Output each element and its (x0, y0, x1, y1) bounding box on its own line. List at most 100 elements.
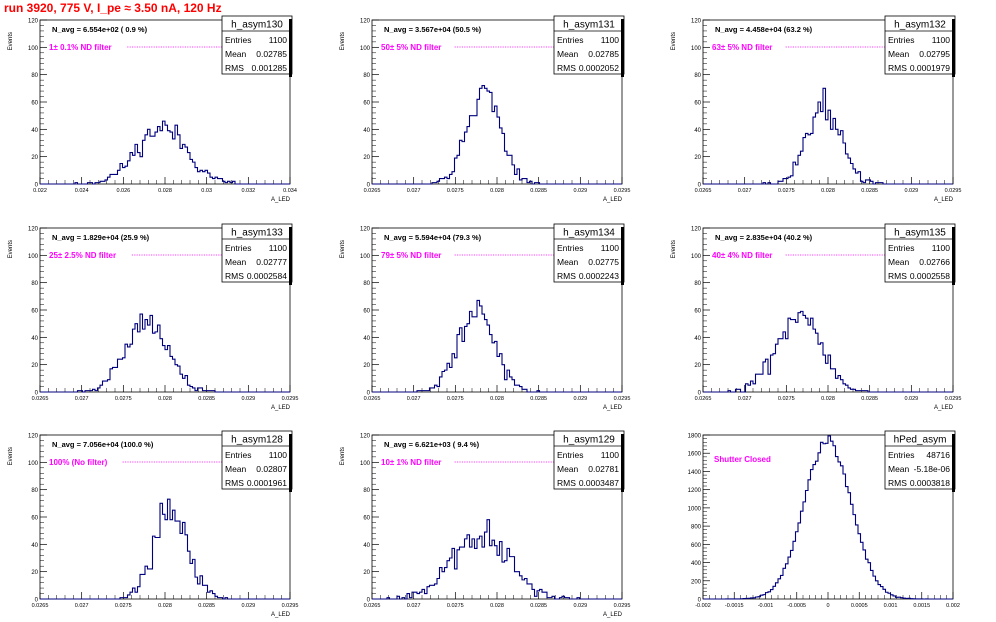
stats-mean-value: 0.02807 (256, 464, 287, 474)
stats-box: h_asym129 Entries 1100 Mean 0.02781 RMS 0.0003… (553, 430, 625, 492)
histogram-frame: 0 20 40 60 80 100 120 0.0265 0.027 0.0275 0.028 0.0… (340, 15, 630, 203)
x-tick-label: 0.027 (738, 188, 752, 194)
y-tick-label: 40 (363, 128, 370, 134)
filter-label: 1± 0.1% ND filter (49, 43, 112, 52)
y-tick-label: 60 (31, 309, 38, 315)
x-tick-label: 0.027 (407, 396, 421, 402)
filter-label: 50± 5% ND filter (381, 43, 441, 52)
y-tick-label: 100 (28, 461, 39, 467)
stats-rms-label: RMS (888, 63, 907, 73)
y-tick-label: 80 (31, 488, 38, 494)
navg-label: N_avg = 7.056e+04 (100.0 %) (52, 440, 154, 449)
y-tick-label: 100 (360, 254, 371, 260)
filter-label: 79± 5% ND filter (381, 251, 441, 260)
y-tick-label: 400 (691, 561, 702, 567)
y-tick-label: 40 (694, 336, 701, 342)
x-tick-label: 0.0295 (614, 603, 631, 609)
x-tick-label: 0.0285 (861, 396, 878, 402)
stats-box-frame (884, 223, 956, 283)
x-axis-label: A_LED (271, 405, 291, 411)
y-tick-label: 40 (31, 336, 38, 342)
x-tick-label: 0.022 (33, 188, 47, 194)
stats-entries-label: Entries (888, 243, 914, 253)
stats-rms-label: RMS (557, 478, 576, 488)
stats-rms-value: 0.0002243 (579, 271, 619, 281)
y-tick-label: 40 (694, 128, 701, 134)
x-tick-label: 0.0265 (32, 603, 49, 609)
x-tick-label: 0.028 (158, 188, 172, 194)
x-tick-label: 0.0005 (851, 603, 868, 609)
x-tick-label: 0.0015 (913, 603, 930, 609)
stats-rms-value: 0.0002584 (247, 271, 287, 281)
filter-label: 10± 1% ND filter (381, 458, 441, 467)
y-tick-label: 20 (363, 155, 370, 161)
stats-mean-label: Mean (225, 49, 247, 59)
x-tick-label: 0.0285 (198, 396, 215, 402)
y-tick-label: 0 (698, 598, 702, 604)
filter-label: 63± 5% ND filter (712, 43, 772, 52)
x-axis-label: A_LED (271, 197, 291, 203)
stats-box-shadow (289, 434, 292, 492)
navg-label: N_avg = 4.458e+04 (63.2 %) (715, 25, 813, 34)
y-tick-label: 1600 (688, 452, 702, 458)
x-tick-label: -0.002 (695, 603, 711, 609)
y-tick-label: 100 (691, 46, 702, 52)
stats-title: h_asym130 (231, 20, 283, 31)
y-tick-label: 60 (363, 101, 370, 107)
y-tick-label: 40 (363, 543, 370, 549)
filter-label: 25± 2.5% ND filter (49, 251, 116, 260)
y-tick-label: 80 (694, 281, 701, 287)
y-axis-label: Events (671, 32, 677, 50)
stats-box: h_asym128 Entries 1100 Mean 0.02807 RMS 0.0001… (221, 430, 293, 492)
x-tick-label: 0.0285 (530, 188, 547, 194)
x-tick-label: 0.03 (201, 188, 212, 194)
y-tick-label: 80 (363, 73, 370, 79)
x-tick-label: 0.0265 (32, 396, 49, 402)
histogram-line (372, 519, 622, 600)
y-tick-label: 1200 (688, 488, 702, 494)
filter-label: Shutter Closed (714, 455, 771, 464)
stats-box-shadow (621, 227, 624, 285)
y-axis-label: Events (8, 32, 14, 50)
navg-label: N_avg = 6.554e+02 ( 0.9 %) (52, 25, 148, 34)
stats-box-shadow (621, 19, 624, 77)
x-tick-label: 0.0285 (861, 188, 878, 194)
y-tick-label: 0 (698, 183, 702, 189)
x-tick-label: 0.0275 (447, 396, 464, 402)
histogram-line (40, 313, 290, 393)
stats-mean-value: 0.02775 (588, 257, 619, 267)
stats-entries-value: 1100 (932, 243, 951, 253)
histogram-line (372, 85, 622, 185)
x-tick-label: 0.027 (738, 396, 752, 402)
run-title: run 3920, 775 V, I_pe ≈ 3.50 nA, 120 Hz (4, 1, 222, 15)
y-axis-label: Events (340, 447, 346, 465)
stats-entries-value: 1100 (932, 35, 951, 45)
y-tick-label: 80 (694, 73, 701, 79)
y-tick-label: 60 (31, 516, 38, 522)
x-tick-label: 0.029 (573, 396, 587, 402)
y-axis-label: Events (340, 32, 346, 50)
stats-entries-label: Entries (888, 450, 914, 460)
navg-label: N_avg = 3.567e+04 (50.5 %) (384, 25, 482, 34)
y-tick-label: 600 (691, 543, 702, 549)
x-tick-label: 0.027 (75, 396, 89, 402)
stats-box: h_asym135 Entries 1100 Mean 0.02766 RMS 0.0002… (884, 223, 956, 285)
y-tick-label: 100 (360, 461, 371, 467)
stats-box: h_asym132 Entries 1100 Mean 0.02795 RMS 0.0001… (884, 15, 956, 77)
stats-rms-value: 0.0002558 (910, 271, 950, 281)
x-tick-label: 0.028 (490, 396, 504, 402)
stats-mean-label: Mean (225, 257, 247, 267)
x-tick-label: 0.0295 (282, 603, 299, 609)
stats-box-frame (553, 15, 625, 75)
stats-entries-value: 1100 (269, 243, 288, 253)
stats-entries-label: Entries (557, 450, 583, 460)
stats-rms-label: RMS (888, 478, 907, 488)
stats-box: h_asym133 Entries 1100 Mean 0.02777 RMS 0.0002… (221, 223, 293, 285)
x-tick-label: 0 (826, 603, 829, 609)
